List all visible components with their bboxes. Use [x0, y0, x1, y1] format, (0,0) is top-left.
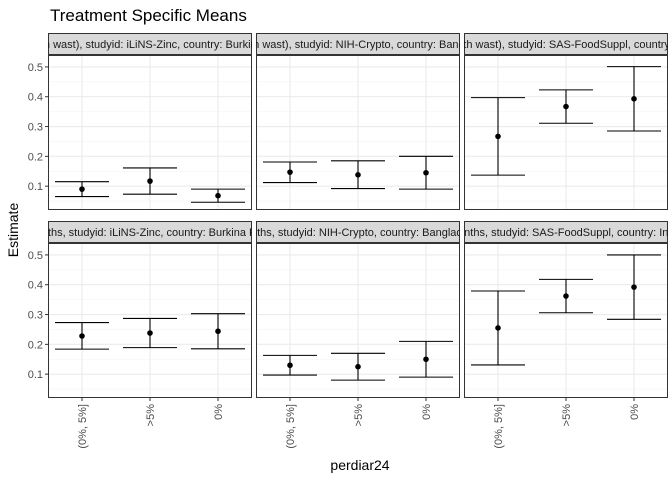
x-tick-label: 0%	[421, 404, 433, 420]
estimate-point	[287, 362, 293, 369]
estimate-point	[563, 293, 569, 299]
facet-panel: months, studyid: iLiNS-Zinc, country: Bu…	[27, 221, 274, 449]
facet-strip	[48, 221, 252, 243]
facet-strip-label: months, studyid: SAS-FoodSuppl, country:…	[449, 227, 672, 239]
x-tick-label: >5%	[353, 404, 365, 427]
facet-panel: (no birth wast), studyid: NIH-Crypto, co…	[219, 33, 497, 210]
y-tick-label: 0.5	[28, 250, 43, 262]
facet-strip	[464, 221, 668, 243]
estimate-point	[147, 330, 153, 336]
estimate-point	[631, 284, 637, 290]
panel-border	[48, 243, 252, 398]
estimate-point	[215, 328, 221, 335]
y-tick-label: 0.1	[28, 181, 43, 193]
facet-strip	[256, 221, 460, 243]
facet-strip	[256, 33, 460, 55]
y-axis-title: Estimate	[5, 203, 21, 258]
x-axis-title: perdiar24	[330, 457, 389, 473]
facet-strip-label: months, studyid: NIH-Crypto, country: Ba…	[236, 227, 481, 239]
x-tick-label: >5%	[561, 404, 573, 427]
estimate-point	[495, 133, 501, 140]
facet-strip	[464, 33, 668, 55]
facet-strip-label: (no birth wast), studyid: NIH-Crypto, co…	[219, 39, 497, 51]
facet-panel: (no birth wast), studyid: SAS-FoodSuppl,…	[432, 33, 672, 210]
estimate-point	[423, 169, 429, 176]
y-tick-label: 0.1	[28, 369, 43, 381]
y-tick-label: 0.4	[28, 280, 43, 292]
y-tick-label: 0.3	[28, 122, 43, 134]
estimate-point	[355, 172, 361, 178]
y-tick-label: 0.4	[28, 92, 43, 104]
estimate-point	[79, 186, 85, 192]
facet-panels: (no birth wast), studyid: iLiNS-Zinc, co…	[10, 33, 672, 449]
chart-title: Treatment Specific Means	[50, 6, 247, 25]
facet-panel: (no birth wast), studyid: iLiNS-Zinc, co…	[10, 33, 291, 210]
estimate-point	[631, 96, 637, 102]
x-tick-label: (0%, 5%]	[493, 404, 505, 449]
estimate-point	[355, 363, 361, 370]
estimate-point	[563, 103, 569, 110]
panel-border	[464, 55, 668, 210]
facet-strip-label: (no birth wast), studyid: SAS-FoodSuppl,…	[432, 39, 672, 51]
panel-border	[256, 243, 460, 398]
x-tick-label: 0%	[629, 404, 641, 420]
x-tick-label: 0%	[213, 404, 225, 420]
panel-border	[464, 243, 668, 398]
estimate-point	[215, 192, 221, 199]
y-tick-label: 0.2	[28, 339, 43, 351]
x-tick-label: (0%, 5%]	[285, 404, 297, 449]
y-tick-label: 0.3	[28, 310, 43, 322]
facet-strip-label: months, studyid: iLiNS-Zinc, country: Bu…	[27, 227, 274, 239]
facet-strip-label: (no birth wast), studyid: iLiNS-Zinc, co…	[10, 39, 291, 51]
y-tick-label: 0.2	[28, 151, 43, 163]
x-tick-label: (0%, 5%]	[77, 404, 89, 449]
facet-strip	[48, 33, 252, 55]
estimate-point	[287, 169, 293, 175]
facet-panel: months, studyid: NIH-Crypto, country: Ba…	[236, 221, 481, 449]
estimate-point	[79, 333, 85, 339]
estimate-point	[423, 356, 429, 363]
y-tick-label: 0.5	[28, 62, 43, 74]
estimate-point	[495, 325, 501, 331]
estimate-point	[147, 178, 153, 184]
panel-border	[48, 55, 252, 210]
facet-panel: months, studyid: SAS-FoodSuppl, country:…	[449, 221, 672, 449]
x-tick-label: >5%	[145, 404, 157, 427]
panel-border	[256, 55, 460, 210]
